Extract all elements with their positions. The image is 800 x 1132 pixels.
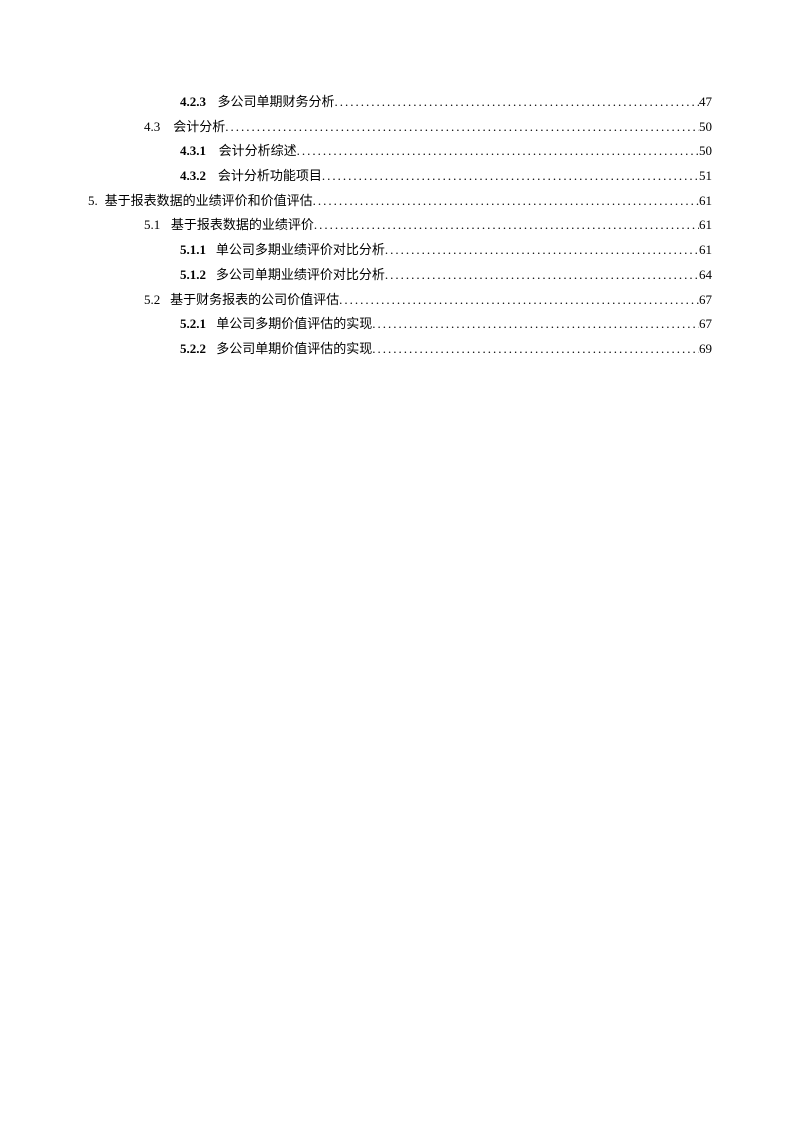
toc-page-number: 61 (699, 213, 712, 238)
toc-title: 会计分析功能项目 (218, 164, 322, 189)
toc-page-number: 61 (699, 189, 712, 214)
toc-number: 5.1 (144, 213, 160, 238)
toc-number: 4.3 (144, 115, 160, 140)
toc-title: 会计分析综述 (219, 139, 297, 164)
toc-title: 单公司多期业绩评价对比分析 (216, 238, 385, 263)
toc-entry[interactable]: 5.1 基于报表数据的业绩评价 61 (88, 213, 712, 238)
toc-title: 多公司单期价值评估的实现 (216, 337, 372, 362)
toc-title: 基于财务报表的公司价值评估 (170, 288, 339, 313)
toc-entry[interactable]: 4.3.2 会计分析功能项目 51 (88, 164, 712, 189)
toc-entry[interactable]: 5.1.1 单公司多期业绩评价对比分析 61 (88, 238, 712, 263)
toc-page-number: 61 (699, 238, 712, 263)
toc-title: 单公司多期价值评估的实现 (216, 312, 372, 337)
toc-number: 5.2 (144, 288, 160, 313)
toc-page-number: 67 (699, 288, 712, 313)
toc-page-number: 64 (699, 263, 712, 288)
dot-leader (372, 337, 699, 362)
toc-number: 5. (88, 189, 98, 214)
toc-page-number: 50 (699, 139, 712, 164)
dot-leader (297, 139, 699, 164)
toc-entry[interactable]: 5. 基于报表数据的业绩评价和价值评估 61 (88, 189, 712, 214)
dot-leader (385, 238, 699, 263)
toc-number: 4.3.2 (180, 164, 206, 189)
toc-page-number: 50 (699, 115, 712, 140)
dot-leader (314, 213, 699, 238)
toc-number: 4.2.3 (180, 90, 206, 115)
toc-entry[interactable]: 5.2 基于财务报表的公司价值评估 67 (88, 288, 712, 313)
dot-leader (225, 115, 699, 140)
toc-number: 5.2.2 (180, 337, 206, 362)
toc-number: 4.3.1 (180, 139, 206, 164)
toc-entry[interactable]: 5.2.1 单公司多期价值评估的实现 67 (88, 312, 712, 337)
toc-title: 基于报表数据的业绩评价和价值评估 (105, 189, 313, 214)
toc-page-number: 67 (699, 312, 712, 337)
toc-number: 5.1.1 (180, 238, 206, 263)
toc-number: 5.1.2 (180, 263, 206, 288)
toc-title: 基于报表数据的业绩评价 (171, 213, 314, 238)
toc-entry[interactable]: 5.1.2 多公司单期业绩评价对比分析 64 (88, 263, 712, 288)
dot-leader (339, 288, 699, 313)
toc-title: 多公司单期业绩评价对比分析 (216, 263, 385, 288)
toc-page-number: 51 (699, 164, 712, 189)
toc-number: 5.2.1 (180, 312, 206, 337)
toc-entry[interactable]: 4.3.1 会计分析综述 50 (88, 139, 712, 164)
dot-leader (313, 189, 699, 214)
toc-entry[interactable]: 4.2.3 多公司单期财务分析 47 (88, 90, 712, 115)
table-of-contents: 4.2.3多公司单期财务分析474.3会计分析504.3.1会计分析综述504.… (88, 90, 712, 362)
dot-leader (334, 90, 699, 115)
toc-page-number: 69 (699, 337, 712, 362)
toc-entry[interactable]: 4.3 会计分析 50 (88, 115, 712, 140)
dot-leader (385, 263, 699, 288)
dot-leader (372, 312, 699, 337)
toc-page-number: 47 (699, 90, 712, 115)
toc-title: 多公司单期财务分析 (217, 90, 334, 115)
toc-title: 会计分析 (173, 115, 225, 140)
dot-leader (322, 164, 699, 189)
toc-entry[interactable]: 5.2.2 多公司单期价值评估的实现 69 (88, 337, 712, 362)
